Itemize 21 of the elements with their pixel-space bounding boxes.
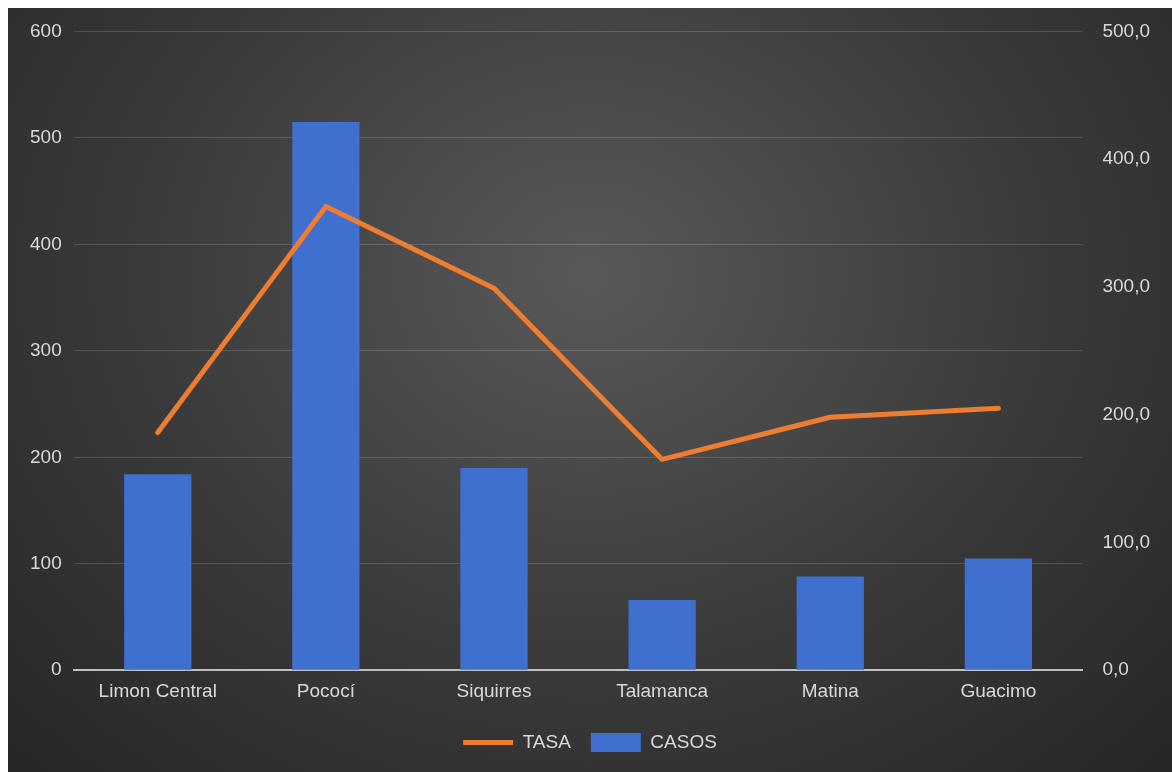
y-tick-label: 400 bbox=[30, 232, 62, 254]
y2-tick-label: 500,0 bbox=[1102, 19, 1150, 41]
y-tick-label: 200 bbox=[30, 445, 62, 467]
y-tick-label: 100 bbox=[30, 551, 62, 573]
y-tick-label: 500 bbox=[30, 126, 62, 148]
y-tick-label: 300 bbox=[30, 339, 62, 361]
y2-tick-label: 400,0 bbox=[1102, 147, 1150, 169]
y2-tick-label: 100,0 bbox=[1102, 530, 1150, 552]
y-tick-label: 0 bbox=[51, 658, 62, 680]
y2-tick-label: 0,0 bbox=[1102, 658, 1129, 680]
x-tick-label: Matina bbox=[801, 679, 860, 701]
x-tick-label: Talamanca bbox=[616, 679, 709, 701]
legend-label: TASA bbox=[522, 730, 572, 752]
y-tick-label: 600 bbox=[30, 19, 62, 41]
x-tick-label: Pococí bbox=[296, 679, 356, 701]
legend-label: CASOS bbox=[650, 730, 717, 752]
y2-tick-label: 200,0 bbox=[1102, 402, 1150, 424]
y2-tick-label: 300,0 bbox=[1102, 275, 1150, 297]
x-tick-label: Siquirres bbox=[456, 679, 532, 701]
x-tick-label: Guacimo bbox=[960, 679, 1037, 701]
x-tick-label: Limon Central bbox=[98, 679, 217, 701]
